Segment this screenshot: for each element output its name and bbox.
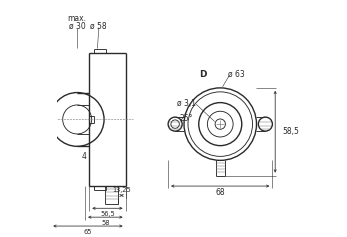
Text: 13,25: 13,25 — [112, 187, 131, 193]
Text: 58: 58 — [101, 220, 110, 226]
Text: ø 58: ø 58 — [90, 21, 107, 30]
Text: 25°: 25° — [180, 114, 193, 123]
Text: ø 3,1: ø 3,1 — [177, 99, 196, 108]
Text: 56,5: 56,5 — [100, 211, 115, 217]
Text: ø 30: ø 30 — [69, 21, 86, 30]
Text: 65: 65 — [84, 229, 92, 235]
Text: 4: 4 — [82, 152, 87, 161]
Text: 58,5: 58,5 — [282, 127, 299, 136]
Text: D: D — [199, 70, 206, 79]
Text: 68: 68 — [215, 188, 225, 197]
Text: ø 63: ø 63 — [228, 70, 245, 79]
Text: max.: max. — [68, 14, 87, 23]
